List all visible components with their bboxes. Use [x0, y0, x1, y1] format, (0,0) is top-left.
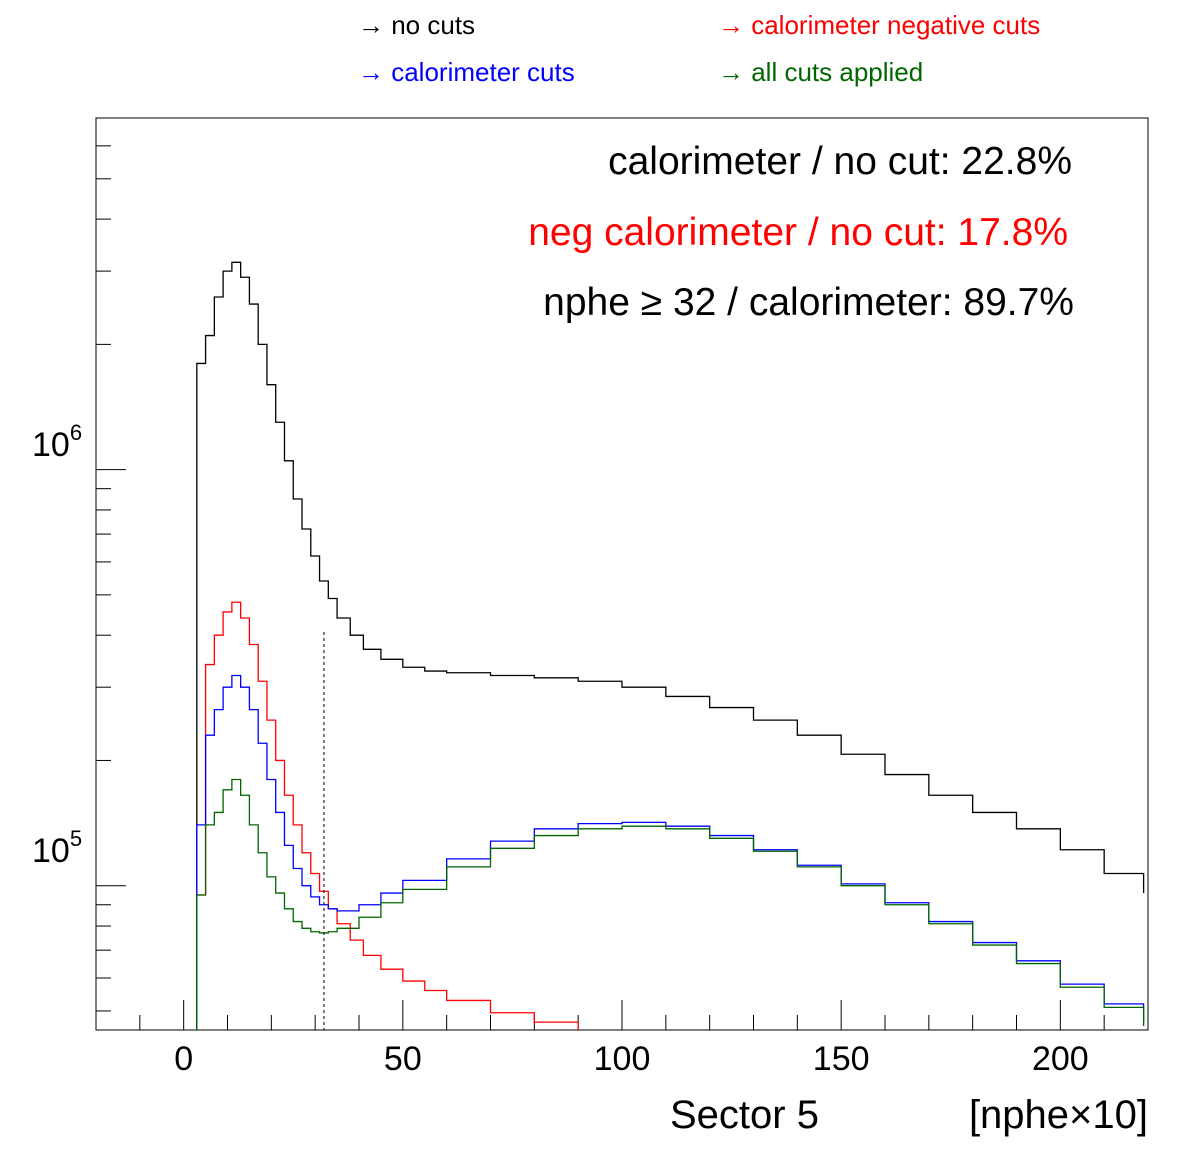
series-calorimeter-cuts — [196, 674, 1145, 1030]
legend-calorimeter-negative-cuts: → calorimeter negative cuts — [718, 10, 1041, 40]
series-calorimeter-negative-cuts — [196, 601, 579, 1030]
legend-calorimeter-cuts: → calorimeter cuts — [358, 57, 575, 87]
x-tick-label: 50 — [384, 1040, 422, 1078]
x-tick-label: 200 — [1032, 1040, 1089, 1078]
series-all-cuts-applied — [196, 778, 1145, 1030]
y-axis-ticks — [96, 117, 126, 1012]
x-axis-title-unit: [nphe×10] — [968, 1093, 1148, 1137]
legend-all-cuts-applied: → all cuts applied — [718, 57, 924, 87]
annotation-calorimeter-ratio: calorimeter / no cut: 22.8% — [608, 140, 1072, 183]
annotation-nphe-ratio: nphe ≥ 32 / calorimeter: 89.7% — [543, 281, 1074, 324]
annotation-neg-calorimeter-ratio: neg calorimeter / no cut: 17.8% — [528, 211, 1068, 254]
series-no-cuts — [196, 261, 1145, 1030]
x-tick-label: 100 — [594, 1040, 651, 1078]
legend-no-cuts: → no cuts — [358, 10, 476, 40]
x-tick-label: 150 — [813, 1040, 870, 1078]
x-tick-label: 0 — [174, 1040, 193, 1078]
y-tick-label-1e5: 105 — [32, 826, 83, 870]
y-tick-label-1e6: 106 — [32, 420, 83, 464]
series-group — [196, 261, 1145, 1030]
x-axis-title-sector: Sector 5 — [670, 1093, 819, 1137]
x-axis-ticks: 0 50 100 150 200 — [139, 1000, 1149, 1078]
